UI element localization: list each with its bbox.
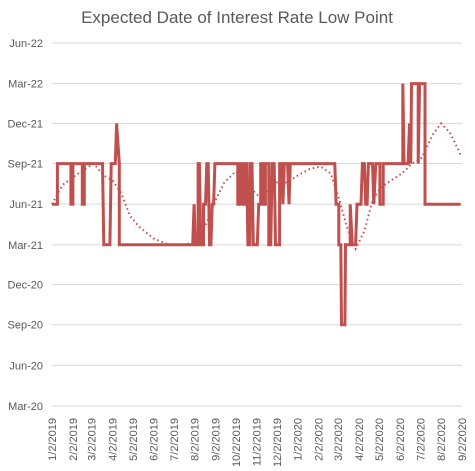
x-tick-label: 2/2/2020: [314, 418, 326, 461]
y-tick-label: Jun-20: [9, 360, 43, 372]
x-tick-label: 12/2/2019: [272, 418, 284, 466]
x-tick-label: 10/2/2019: [231, 418, 243, 466]
x-tick-label: 5/2/2020: [374, 418, 386, 461]
x-tick-label: 3/2/2019: [87, 418, 99, 461]
x-tick-label: 11/2/2019: [252, 418, 264, 466]
y-tick-label: Jun-22: [9, 38, 43, 50]
x-tick-label: 4/2/2019: [108, 418, 120, 461]
series-line-main: [52, 82, 461, 327]
x-axis-ticks: 1/2/2019 2/2/2019 3/2/2019 4/2/2019 5/2/2019…: [47, 418, 469, 467]
y-tick-label: Jun-21: [9, 199, 43, 211]
x-tick-label: 6/2/2020: [395, 418, 407, 461]
x-tick-label: 7/2/2019: [169, 418, 181, 461]
series-group: [51, 82, 462, 327]
x-tick-label: 1/2/2020: [293, 418, 305, 461]
y-tick-label: Dec-21: [8, 118, 43, 130]
x-tick-label: 3/2/2020: [333, 418, 345, 461]
chart-title: Expected Date of Interest Rate Low Point: [81, 8, 393, 27]
x-tick-label: 9/2/2020: [457, 418, 469, 461]
y-tick-label: Sep-20: [8, 320, 43, 332]
y-tick-label: Mar-22: [8, 79, 43, 91]
x-tick-label: 5/2/2019: [128, 418, 140, 461]
y-tick-label: Mar-20: [8, 401, 43, 413]
x-tick-label: 6/2/2019: [149, 418, 161, 461]
y-tick-label: Sep-21: [8, 159, 43, 171]
x-tick-label: 9/2/2019: [211, 418, 223, 461]
y-tick-label: Mar-21: [8, 240, 43, 252]
y-axis-ticks: Mar-20 Jun-20 Sep-20 Dec-20 Mar-21 Jun-21 Sep-…: [8, 38, 43, 413]
x-tick-label: 1/2/2019: [47, 418, 59, 461]
x-tick-label: 7/2/2020: [415, 418, 427, 461]
y-tick-label: Dec-20: [8, 280, 43, 292]
x-tick-label: 8/2/2019: [190, 418, 202, 461]
x-tick-label: 8/2/2020: [436, 418, 448, 461]
x-tick-label: 2/2/2019: [68, 418, 80, 461]
x-tick-label: 4/2/2020: [354, 418, 366, 461]
